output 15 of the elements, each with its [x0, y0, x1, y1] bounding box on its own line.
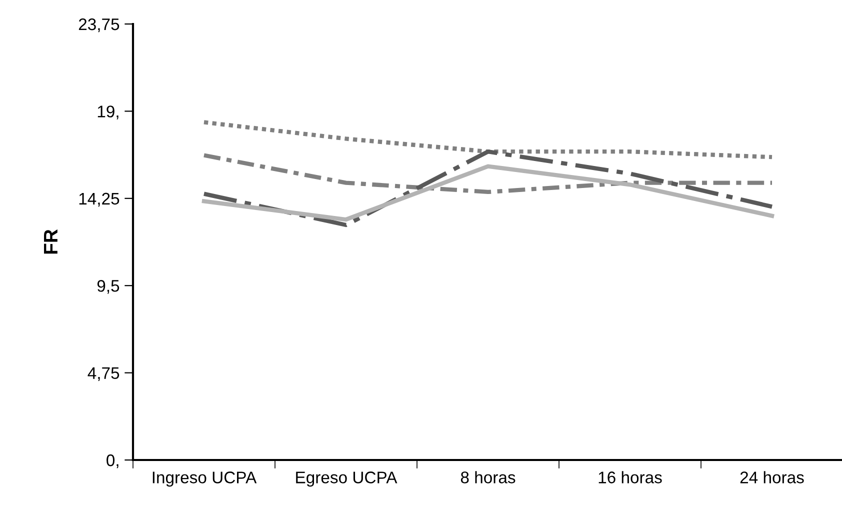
line-series [202, 150, 774, 228]
x-tick-label: 8 horas [460, 471, 516, 484]
line-series [202, 120, 774, 160]
y-tick-label: 0, [106, 454, 118, 468]
x-tick-label: 16 horas [598, 471, 662, 484]
x-tick-label: Ingreso UCPA [152, 472, 257, 487]
y-tick-label: 4,75 [88, 367, 120, 381]
y-tick-label: 19, [98, 106, 118, 120]
x-tick-label: 24 horas [740, 471, 804, 484]
y-axis-title: FR [44, 229, 58, 254]
x-tick-label: Egreso UCPA [296, 472, 398, 487]
y-tick-label: 9,5 [97, 280, 120, 294]
line-series [202, 164, 774, 222]
y-tick-label: 14,25 [79, 192, 120, 207]
y-tick-label: 23,75 [78, 18, 120, 32]
